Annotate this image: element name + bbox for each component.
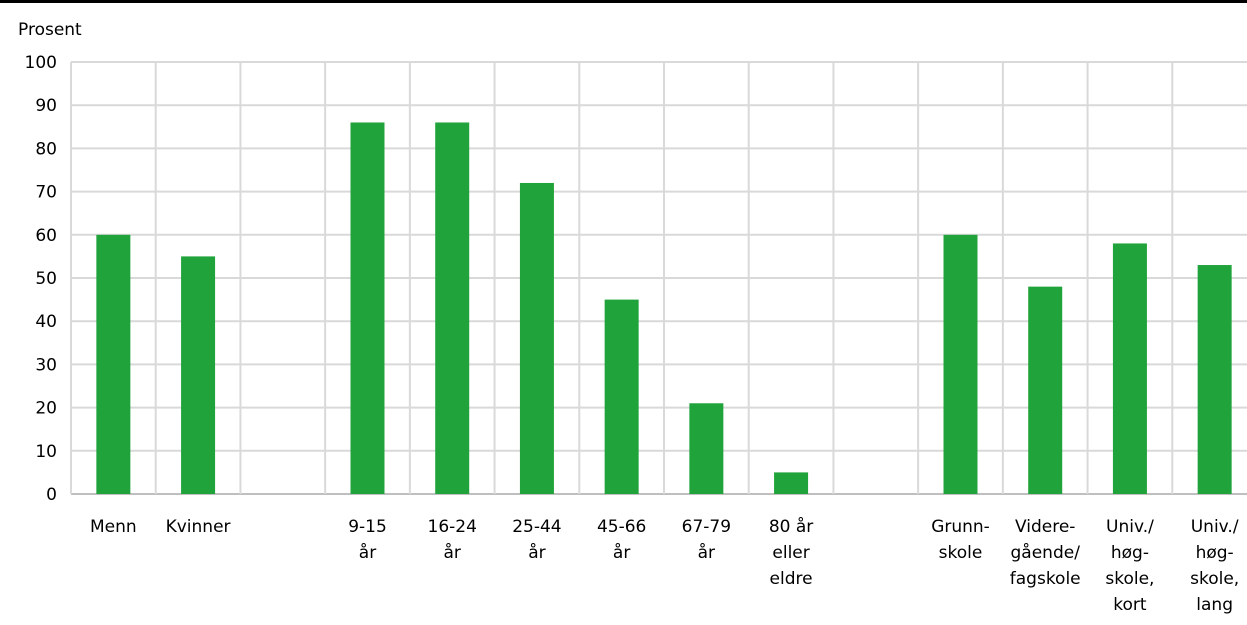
bar — [604, 299, 639, 494]
category-label: Univ./ — [1106, 517, 1154, 537]
category-label: år — [444, 542, 461, 563]
bar — [1112, 243, 1147, 494]
top-border — [0, 0, 1247, 3]
bar — [1197, 265, 1232, 494]
category-label: Kvinner — [166, 517, 231, 537]
category-labels: Menn Kvinner 9-15 år 16-24 år 25-44 år 45-66 år 67… — [90, 516, 1239, 615]
category-label: år — [359, 542, 376, 563]
bars — [96, 122, 1232, 495]
category-label: skole — [939, 543, 983, 563]
bar — [943, 234, 978, 495]
y-tick-label: 50 — [35, 269, 57, 289]
category-label: eldre — [770, 569, 813, 589]
category-label: lang — [1196, 595, 1233, 615]
y-tick-label: 90 — [35, 96, 57, 116]
y-tick-label: 10 — [35, 442, 57, 462]
gridlines — [70, 61, 1247, 495]
bar — [1028, 286, 1063, 494]
category-label: Menn — [90, 517, 137, 537]
category-label: høg- — [1196, 543, 1234, 563]
category-label: 80 år — [769, 516, 813, 537]
y-tick-label: 100 — [25, 53, 57, 73]
category-label: år — [698, 542, 715, 563]
bar — [774, 472, 809, 494]
bar — [689, 403, 724, 494]
y-tick-label: 30 — [35, 355, 57, 375]
category-label: 25-44 — [512, 517, 561, 537]
category-label: 16-24 — [428, 517, 477, 537]
y-tick-label: 40 — [35, 312, 57, 332]
bar — [350, 122, 385, 494]
category-label: 45-66 — [597, 517, 646, 537]
category-label: eller — [772, 543, 809, 563]
category-label: skole, — [1190, 569, 1239, 589]
y-tick-label: 0 — [46, 485, 57, 505]
category-label: høg- — [1111, 543, 1149, 563]
category-label: 67-79 — [682, 517, 731, 537]
category-label: kort — [1113, 595, 1147, 615]
bar — [96, 234, 131, 495]
category-label: Videre- — [1015, 517, 1075, 537]
category-label: Grunn- — [931, 517, 990, 537]
category-label: 9-15 — [348, 517, 387, 537]
y-tick-label: 20 — [35, 399, 57, 419]
bar — [181, 256, 216, 494]
y-tick-label: 60 — [35, 226, 57, 246]
y-tick-label: 70 — [35, 183, 57, 203]
category-label: gående/ — [1011, 542, 1081, 563]
category-label: fagskole — [1010, 569, 1081, 589]
category-label: Univ./ — [1191, 517, 1239, 537]
category-label: år — [528, 542, 545, 563]
category-label: skole, — [1105, 569, 1154, 589]
y-axis-label: Prosent — [18, 20, 82, 40]
y-tick-labels: 0 10 20 30 40 50 60 70 80 90 100 — [25, 53, 57, 505]
bar — [435, 122, 470, 494]
bar — [519, 182, 554, 494]
y-tick-label: 80 — [35, 139, 57, 159]
category-label: år — [613, 542, 630, 563]
